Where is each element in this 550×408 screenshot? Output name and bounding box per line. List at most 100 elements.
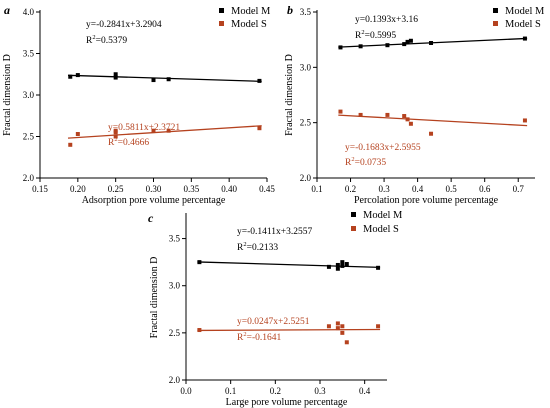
fit-line (338, 114, 528, 127)
r2-superscript: 2 (243, 241, 246, 248)
fit-equation: y=0.5811x+2.3721 (108, 123, 180, 133)
fit-line (197, 261, 381, 269)
data-point (113, 128, 118, 133)
legend-label: Model M (363, 210, 403, 221)
series-model-m (197, 260, 381, 271)
data-point (257, 78, 262, 83)
fit-line (197, 328, 381, 332)
data-point (402, 42, 407, 47)
legend-label: Model M (231, 6, 271, 17)
x-tick-label: 0.0 (180, 386, 192, 396)
data-point (402, 114, 407, 119)
fit-equation: y=0.1393x+3.16 (355, 15, 418, 25)
data-point (522, 36, 527, 41)
fit-equation: y=-0.2841x+3.2904 (86, 20, 162, 30)
x-tick-label: 0.1 (225, 386, 236, 396)
data-point (326, 324, 331, 329)
data-point (113, 72, 118, 77)
data-point (166, 77, 171, 82)
data-point (408, 121, 413, 126)
data-point (326, 264, 331, 269)
fit-equation: y=-0.1683x+2.5955 (345, 143, 421, 153)
r2-value: =0.5379 (96, 36, 128, 46)
chart-panel-b: b 2.0 2.5 3.0 3.5 0.1 0.2 0.3 0.4 0.5 0.6 0.7 Percol… (284, 3, 545, 206)
data-point (197, 328, 202, 333)
data-point (376, 265, 381, 270)
data-point (405, 39, 410, 44)
r2-label: R (237, 243, 244, 253)
r2-label: R (345, 158, 352, 168)
data-point (338, 45, 343, 50)
data-point (340, 324, 345, 329)
y-tick-label: 3.0 (169, 281, 181, 291)
data-point (408, 38, 413, 43)
y-tick-label: 3.0 (300, 62, 312, 72)
x-tick-label: 0.30 (146, 184, 162, 194)
series-model-s (338, 109, 528, 136)
panel-label: a (4, 3, 10, 17)
series-model-m (67, 72, 262, 83)
legend-marker (351, 226, 356, 231)
legend-marker (493, 21, 498, 26)
data-point (113, 75, 118, 80)
r2-label: R (86, 36, 93, 46)
y-tick-label: 2.0 (169, 375, 181, 385)
fit-equation: y=0.0247x+2.5251 (237, 317, 310, 327)
y-tick-label: 2.5 (23, 132, 35, 142)
r2-label: R (237, 333, 244, 343)
r2-label: R (108, 138, 115, 148)
data-point (151, 128, 156, 133)
fit-equation: y=-0.1411x+3.2557 (237, 227, 313, 237)
fit-line (67, 74, 262, 82)
data-point (197, 260, 202, 265)
y-tick-label: 2.0 (23, 173, 35, 183)
r2-value: =0.5995 (365, 31, 397, 41)
x-tick-label: 0.6 (479, 184, 491, 194)
fit-r-squared: R2=0.4666 (108, 136, 149, 148)
legend-label: Model S (363, 224, 399, 235)
legend-marker (219, 8, 224, 13)
r2-value: =0.0735 (355, 158, 387, 168)
chart-panel-a: a 2.0 2.5 3.0 3.5 4.0 0.15 0.20 0.25 0.30 0.35 0.40… (2, 3, 275, 206)
y-tick-label: 2.0 (300, 173, 312, 183)
r2-superscript: 2 (243, 331, 246, 338)
data-point (68, 142, 73, 147)
data-point (522, 118, 527, 123)
x-axis-title: Large pore volume percentage (226, 397, 348, 408)
y-tick-label: 4.0 (23, 7, 35, 17)
fit-r-squared: R2=0.5379 (86, 34, 127, 46)
data-point (75, 73, 80, 78)
y-tick-label: 3.5 (300, 7, 312, 17)
fit-r-squared: R2=0.0735 (345, 156, 386, 168)
data-point (344, 340, 349, 345)
legend-label: Model S (231, 19, 267, 30)
x-tick-label: 0.45 (259, 184, 275, 194)
data-point (358, 112, 363, 117)
fit-r-squared: R2=-0.1641 (237, 331, 281, 343)
chart-panel-c: c 2.0 2.5 3.0 3.5 0.0 0.1 0.2 0.3 0.4 Large pore v… (148, 210, 403, 408)
x-tick-label: 0.35 (183, 184, 199, 194)
x-tick-label: 0.5 (446, 184, 458, 194)
x-tick-label: 0.7 (513, 184, 525, 194)
legend-marker (351, 212, 356, 217)
y-axis-title: Fractal dimension D (284, 54, 295, 136)
data-point (335, 321, 340, 326)
x-tick-label: 0.40 (221, 184, 237, 194)
data-point (335, 326, 340, 331)
series-model-m (338, 36, 528, 50)
r2-superscript: 2 (361, 29, 364, 36)
y-tick-label: 2.5 (169, 328, 181, 338)
data-point (429, 131, 434, 136)
y-axis-title: Fractal dimension D (149, 257, 160, 339)
y-tick-label: 3.5 (169, 234, 181, 244)
data-point (340, 260, 345, 265)
x-tick-label: 0.3 (378, 184, 390, 194)
legend-label: Model M (505, 6, 545, 17)
r2-value: =0.2133 (247, 243, 279, 253)
y-tick-label: 3.0 (23, 90, 35, 100)
x-tick-label: 0.2 (270, 386, 281, 396)
data-point (151, 78, 156, 83)
y-tick-label: 2.5 (300, 118, 312, 128)
r2-superscript: 2 (114, 136, 117, 143)
